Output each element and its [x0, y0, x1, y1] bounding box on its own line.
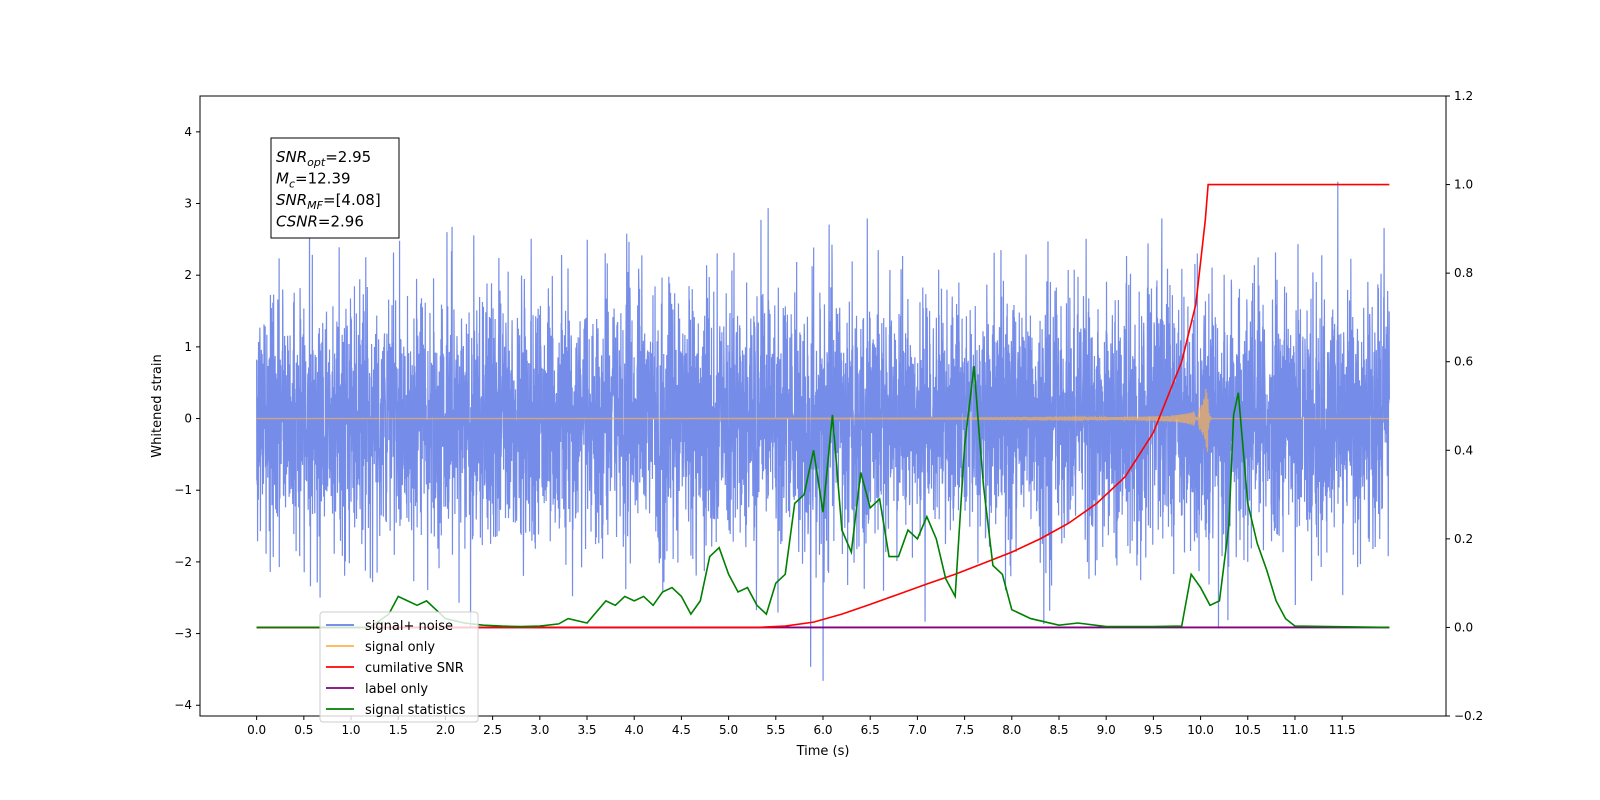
- stats-line: SNRMF=[4.08]: [276, 191, 381, 212]
- y2-tick-label: 0.0: [1454, 620, 1473, 634]
- x-tick-label: 6.5: [861, 723, 880, 737]
- x-axis-label: Time (s): [796, 744, 850, 759]
- stats-symbol: CSNR: [276, 213, 318, 231]
- y-tick-label: 0: [184, 412, 192, 426]
- stats-subscript: opt: [307, 156, 326, 169]
- stats-box-frame: [270, 137, 400, 239]
- x-tick-label: 5.0: [719, 723, 738, 737]
- y2-tick-label: 1.0: [1454, 178, 1473, 192]
- y-tick-label: −1: [174, 483, 192, 497]
- legend-label: label only: [365, 682, 428, 697]
- y2-tick-label: 0.8: [1454, 266, 1473, 280]
- y-axis-label: Whitened strain: [150, 354, 165, 457]
- x-tick-label: 1.0: [341, 723, 360, 737]
- x-tick-label: 9.0: [1097, 723, 1116, 737]
- y-tick-label: 1: [184, 340, 192, 354]
- y2-tick-label: 0.2: [1454, 532, 1473, 546]
- x-axis: 0.0 0.5 1.0 1.5 2.0 2.5 3.0 3.5 4.0 4.5 5.0 5.5 6.0 6…: [247, 716, 1356, 737]
- x-tick-label: 7.0: [908, 723, 927, 737]
- x-tick-label: 0.0: [247, 723, 266, 737]
- stats-line: CSNR=2.96: [276, 213, 364, 231]
- legend: signal+ noise signal only cumilative SNR la…: [319, 611, 479, 723]
- stats-symbol: SNR: [276, 191, 307, 209]
- y-tick-label: 2: [184, 268, 192, 282]
- x-tick-label: 11.5: [1329, 723, 1356, 737]
- legend-label: signal statistics: [365, 703, 466, 718]
- y-tick-label: −4: [174, 698, 192, 712]
- y-axis: −4 −3 −2 −1 0 1 2 3 4: [174, 125, 200, 712]
- x-tick-label: 8.5: [1049, 723, 1068, 737]
- x-tick-label: 8.0: [1002, 723, 1021, 737]
- x-tick-label: 9.5: [1144, 723, 1163, 737]
- x-tick-label: 3.5: [577, 723, 596, 737]
- series-layer: [256, 181, 1390, 681]
- stats-line: Mc=12.39: [276, 170, 351, 191]
- stats-subscript: c: [289, 178, 295, 191]
- x-tick-label: 11.0: [1282, 723, 1309, 737]
- x-tick-label: 10.0: [1187, 723, 1214, 737]
- stats-subscript: MF: [307, 199, 323, 212]
- cumulative-snr-line: [256, 183, 1390, 629]
- legend-label: cumilative SNR: [365, 661, 464, 676]
- y2-tick-label: 0.6: [1454, 355, 1473, 369]
- x-tick-label: 2.5: [483, 723, 502, 737]
- stats-value: =2.95: [325, 148, 371, 166]
- signal-only-line: [256, 388, 1390, 453]
- stats-value: =[4.08]: [323, 191, 381, 209]
- legend-frame: [319, 611, 479, 723]
- y2-axis: −0.2 0.0 0.2 0.4 0.6 0.8 1.0 1.2: [1446, 89, 1483, 723]
- y2-tick-label: −0.2: [1454, 709, 1483, 723]
- x-tick-label: 4.0: [625, 723, 644, 737]
- stats-line: SNRopt=2.95: [276, 148, 371, 169]
- x-tick-label: 10.5: [1234, 723, 1261, 737]
- legend-label: signal+ noise: [365, 619, 453, 634]
- y2-tick-label: 0.4: [1454, 443, 1473, 457]
- x-tick-label: 6.0: [813, 723, 832, 737]
- stats-symbol: M: [276, 170, 289, 188]
- x-tick-label: 4.5: [672, 723, 691, 737]
- x-tick-label: 2.0: [436, 723, 455, 737]
- x-tick-label: 5.5: [766, 723, 785, 737]
- x-tick-label: 1.5: [389, 723, 408, 737]
- stats-symbol: SNR: [276, 148, 307, 166]
- x-tick-label: 7.5: [955, 723, 974, 737]
- stats-value: =12.39: [295, 170, 351, 188]
- signal-noise-line: [256, 181, 1390, 681]
- legend-label: signal only: [365, 640, 435, 655]
- signal-statistics-line: [256, 366, 1390, 629]
- x-tick-label: 0.5: [294, 723, 313, 737]
- y-tick-label: −3: [174, 627, 192, 641]
- y2-tick-label: 1.2: [1454, 89, 1473, 103]
- y-tick-label: −2: [174, 555, 192, 569]
- y-tick-label: 4: [184, 125, 192, 139]
- y-tick-label: 3: [184, 197, 192, 211]
- stats-value: =2.96: [318, 213, 364, 231]
- x-tick-label: 3.0: [530, 723, 549, 737]
